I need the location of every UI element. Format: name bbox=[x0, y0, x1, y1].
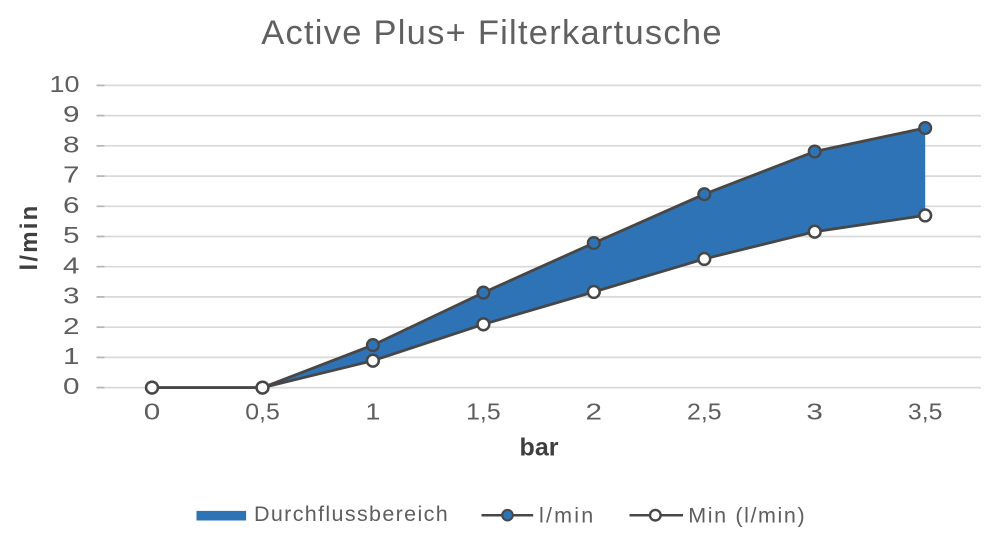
svg-text:3: 3 bbox=[63, 283, 80, 309]
svg-text:0: 0 bbox=[144, 398, 161, 424]
svg-text:1: 1 bbox=[365, 398, 380, 424]
svg-text:2: 2 bbox=[63, 313, 80, 339]
svg-text:1,5: 1,5 bbox=[466, 398, 501, 424]
svg-text:2: 2 bbox=[586, 398, 603, 424]
svg-text:4: 4 bbox=[63, 252, 80, 278]
svg-text:Durchflussbereich: Durchflussbereich bbox=[254, 502, 449, 526]
svg-text:l/min: l/min bbox=[539, 504, 595, 528]
svg-text:7: 7 bbox=[63, 162, 80, 188]
svg-text:3: 3 bbox=[806, 398, 823, 424]
svg-text:0,5: 0,5 bbox=[245, 398, 280, 424]
svg-text:bar: bar bbox=[520, 433, 559, 461]
svg-text:l/min: l/min bbox=[16, 203, 43, 270]
svg-text:6: 6 bbox=[63, 192, 80, 218]
svg-text:5: 5 bbox=[63, 222, 80, 248]
svg-text:10: 10 bbox=[50, 71, 80, 97]
svg-text:8: 8 bbox=[63, 131, 80, 157]
svg-text:Min (l/min): Min (l/min) bbox=[688, 504, 806, 528]
svg-text:9: 9 bbox=[63, 101, 80, 127]
svg-text:0: 0 bbox=[63, 373, 80, 399]
svg-text:Active Plus+ Filterkartusche: Active Plus+ Filterkartusche bbox=[261, 14, 723, 52]
svg-text:2,5: 2,5 bbox=[687, 398, 722, 424]
svg-text:3,5: 3,5 bbox=[908, 398, 943, 424]
svg-text:1: 1 bbox=[63, 343, 80, 369]
